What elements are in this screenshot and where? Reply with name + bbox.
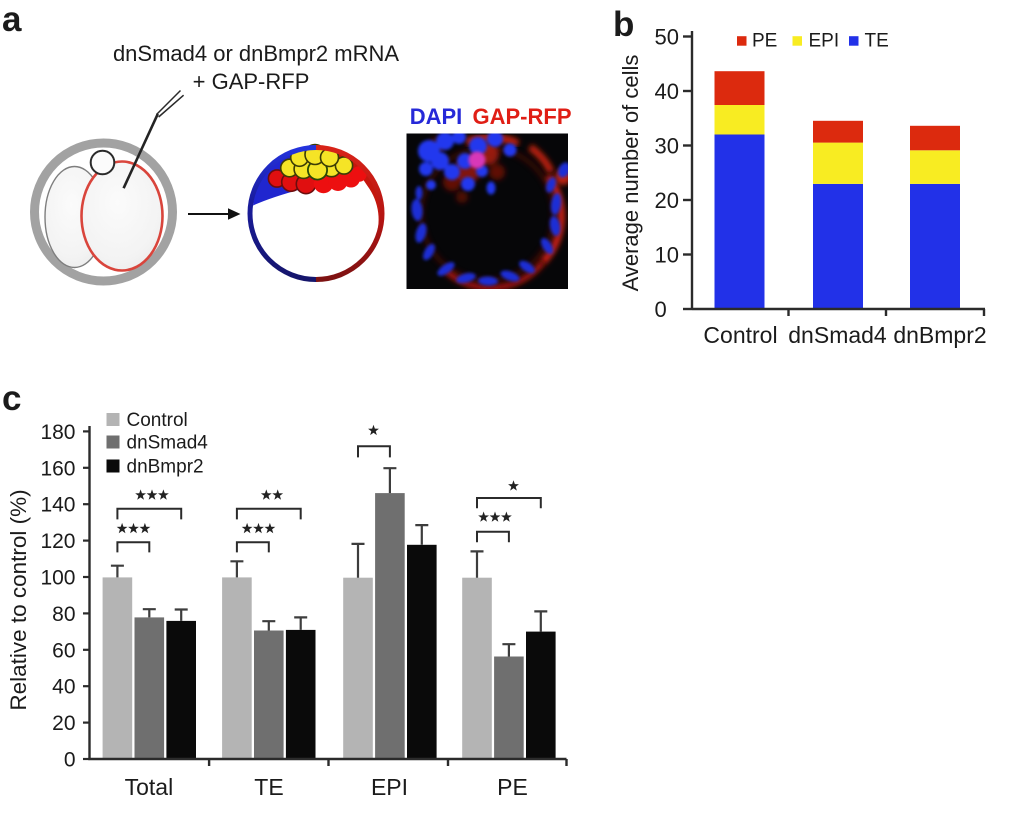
svg-text:40: 40 — [655, 79, 679, 104]
svg-text:DAPI: DAPI — [410, 104, 463, 129]
svg-text:Relative to control (%): Relative to control (%) — [6, 489, 31, 710]
svg-text:Control: Control — [127, 410, 188, 431]
svg-text:a: a — [2, 0, 22, 39]
svg-text:Control: Control — [703, 322, 777, 348]
svg-text:c: c — [2, 379, 21, 418]
svg-text:20: 20 — [655, 188, 679, 213]
svg-text:180: 180 — [40, 421, 75, 444]
svg-text:0: 0 — [64, 749, 76, 772]
svg-text:Total: Total — [125, 774, 174, 800]
svg-text:140: 140 — [40, 494, 75, 517]
svg-text:TE: TE — [254, 774, 283, 800]
svg-text:GAP-RFP: GAP-RFP — [473, 104, 572, 129]
svg-text:30: 30 — [655, 134, 679, 159]
svg-text:20: 20 — [52, 712, 75, 735]
svg-text:PE: PE — [497, 774, 528, 800]
svg-text:dnSmad4: dnSmad4 — [788, 322, 887, 348]
svg-text:40: 40 — [52, 676, 75, 699]
svg-text:b: b — [613, 5, 634, 44]
svg-text:120: 120 — [40, 530, 75, 553]
svg-text:dnBmpr2: dnBmpr2 — [893, 322, 986, 348]
svg-text:160: 160 — [40, 457, 75, 480]
svg-text:+ GAP-RFP: + GAP-RFP — [193, 69, 310, 94]
svg-text:50: 50 — [655, 25, 679, 50]
svg-text:PE: PE — [752, 31, 777, 52]
svg-text:0: 0 — [655, 297, 667, 322]
svg-text:Average number of cells: Average number of cells — [618, 55, 643, 292]
svg-text:EPI: EPI — [809, 31, 840, 52]
svg-text:TE: TE — [865, 31, 889, 52]
svg-text:EPI: EPI — [371, 774, 408, 800]
svg-text:60: 60 — [52, 639, 75, 662]
svg-text:10: 10 — [655, 243, 679, 268]
svg-text:80: 80 — [52, 603, 75, 626]
svg-text:dnSmad4 or dnBmpr2 mRNA: dnSmad4 or dnBmpr2 mRNA — [113, 41, 399, 66]
svg-text:100: 100 — [40, 567, 75, 590]
svg-text:dnSmad4: dnSmad4 — [127, 433, 209, 454]
svg-text:dnBmpr2: dnBmpr2 — [127, 457, 204, 478]
